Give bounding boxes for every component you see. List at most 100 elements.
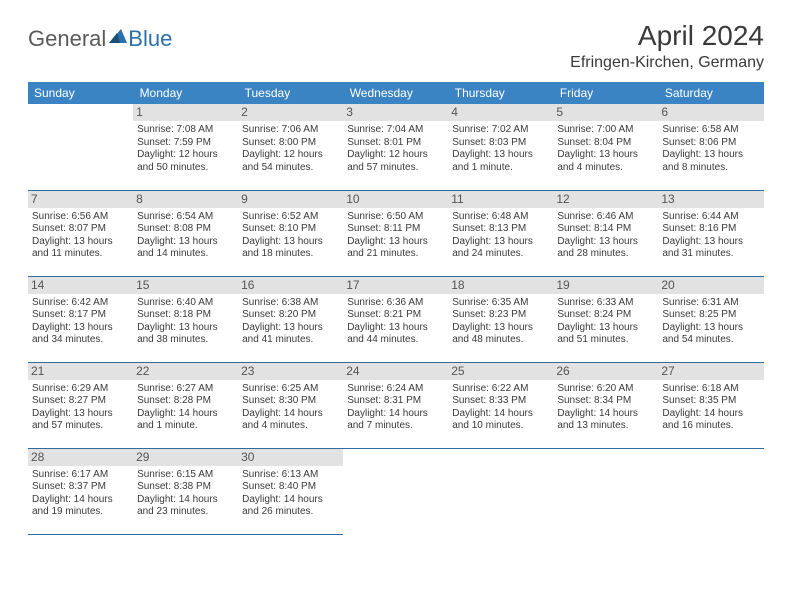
day-number: 15 <box>133 277 238 294</box>
daylight-line: Daylight: 14 hours and 7 minutes. <box>347 408 444 433</box>
calendar-cell: 10Sunrise: 6:50 AMSunset: 8:11 PMDayligh… <box>343 190 448 276</box>
sunset-line: Sunset: 8:18 PM <box>137 309 234 322</box>
daylight-line: Daylight: 13 hours and 54 minutes. <box>662 322 759 347</box>
weekday-header: Thursday <box>448 82 553 104</box>
calendar-row: 28Sunrise: 6:17 AMSunset: 8:37 PMDayligh… <box>28 448 764 534</box>
daylight-line: Daylight: 13 hours and 51 minutes. <box>557 322 654 347</box>
sunrise-line: Sunrise: 6:40 AM <box>137 297 234 310</box>
sunset-line: Sunset: 8:38 PM <box>137 481 234 494</box>
weekday-header: Sunday <box>28 82 133 104</box>
day-number: 27 <box>658 363 763 380</box>
calendar-cell: 13Sunrise: 6:44 AMSunset: 8:16 PMDayligh… <box>658 190 763 276</box>
sunrise-line: Sunrise: 6:44 AM <box>662 211 759 224</box>
day-number: 30 <box>238 449 343 466</box>
calendar-table: SundayMondayTuesdayWednesdayThursdayFrid… <box>28 82 764 535</box>
daylight-line: Daylight: 13 hours and 34 minutes. <box>32 322 129 347</box>
day-number: 23 <box>238 363 343 380</box>
sunrise-line: Sunrise: 6:36 AM <box>347 297 444 310</box>
sunset-line: Sunset: 8:08 PM <box>137 223 234 236</box>
sunset-line: Sunset: 8:23 PM <box>452 309 549 322</box>
calendar-cell: 18Sunrise: 6:35 AMSunset: 8:23 PMDayligh… <box>448 276 553 362</box>
daylight-line: Daylight: 13 hours and 4 minutes. <box>557 149 654 174</box>
sunset-line: Sunset: 8:03 PM <box>452 137 549 150</box>
calendar-cell: 19Sunrise: 6:33 AMSunset: 8:24 PMDayligh… <box>553 276 658 362</box>
sunset-line: Sunset: 8:07 PM <box>32 223 129 236</box>
calendar-cell: 17Sunrise: 6:36 AMSunset: 8:21 PMDayligh… <box>343 276 448 362</box>
daylight-line: Daylight: 12 hours and 57 minutes. <box>347 149 444 174</box>
sunset-line: Sunset: 8:35 PM <box>662 395 759 408</box>
sunset-line: Sunset: 8:13 PM <box>452 223 549 236</box>
sunrise-line: Sunrise: 6:38 AM <box>242 297 339 310</box>
day-number: 14 <box>28 277 133 294</box>
sunrise-line: Sunrise: 6:50 AM <box>347 211 444 224</box>
sunset-line: Sunset: 8:24 PM <box>557 309 654 322</box>
day-number: 4 <box>448 104 553 121</box>
calendar-cell: 16Sunrise: 6:38 AMSunset: 8:20 PMDayligh… <box>238 276 343 362</box>
sunset-line: Sunset: 8:27 PM <box>32 395 129 408</box>
sunrise-line: Sunrise: 6:24 AM <box>347 383 444 396</box>
sunrise-line: Sunrise: 6:46 AM <box>557 211 654 224</box>
sunrise-line: Sunrise: 6:20 AM <box>557 383 654 396</box>
sunrise-line: Sunrise: 7:06 AM <box>242 124 339 137</box>
sunset-line: Sunset: 8:01 PM <box>347 137 444 150</box>
calendar-cell: 26 Sunrise: 6:20 AMSunset: 8:34 PMDayligh… <box>553 362 658 448</box>
calendar-cell: 6Sunrise: 6:58 AMSunset: 8:06 PMDaylight… <box>658 104 763 190</box>
daylight-line: Daylight: 13 hours and 57 minutes. <box>32 408 129 433</box>
weekday-header: Tuesday <box>238 82 343 104</box>
day-number: 20 <box>658 277 763 294</box>
sunset-line: Sunset: 8:34 PM <box>557 395 654 408</box>
sunrise-line: Sunrise: 6:29 AM <box>32 383 129 396</box>
sunset-line: Sunset: 8:11 PM <box>347 223 444 236</box>
sunrise-line: Sunrise: 6:52 AM <box>242 211 339 224</box>
calendar-body: 1Sunrise: 7:08 AMSunset: 7:59 PMDaylight… <box>28 104 764 534</box>
calendar-cell: 5Sunrise: 7:00 AMSunset: 8:04 PMDaylight… <box>553 104 658 190</box>
calendar-cell: 21Sunrise: 6:29 AMSunset: 8:27 PMDayligh… <box>28 362 133 448</box>
weekday-header: Monday <box>133 82 238 104</box>
sunset-line: Sunset: 8:37 PM <box>32 481 129 494</box>
day-number: 24 <box>343 363 448 380</box>
calendar-cell: 1Sunrise: 7:08 AMSunset: 7:59 PMDaylight… <box>133 104 238 190</box>
sunrise-line: Sunrise: 6:25 AM <box>242 383 339 396</box>
sunrise-line: Sunrise: 6:15 AM <box>137 469 234 482</box>
title-block: April 2024 Efringen-Kirchen, Germany <box>570 20 764 72</box>
calendar-cell: 4 Sunrise: 7:02 AMSunset: 8:03 PMDaylight… <box>448 104 553 190</box>
logo-text-blue: Blue <box>128 26 172 52</box>
sunrise-line: Sunrise: 7:02 AM <box>452 124 549 137</box>
daylight-line: Daylight: 14 hours and 10 minutes. <box>452 408 549 433</box>
day-number: 7 <box>28 191 133 208</box>
calendar-cell-empty <box>448 448 553 534</box>
daylight-line: Daylight: 13 hours and 41 minutes. <box>242 322 339 347</box>
calendar-cell: 2Sunrise: 7:06 AMSunset: 8:00 PMDaylight… <box>238 104 343 190</box>
daylight-line: Daylight: 13 hours and 1 minute. <box>452 149 549 174</box>
calendar-cell: 27Sunrise: 6:18 AMSunset: 8:35 PMDayligh… <box>658 362 763 448</box>
sunset-line: Sunset: 8:17 PM <box>32 309 129 322</box>
weekday-header: Saturday <box>658 82 763 104</box>
weekday-header: Friday <box>553 82 658 104</box>
daylight-line: Daylight: 13 hours and 21 minutes. <box>347 236 444 261</box>
calendar-cell: 3Sunrise: 7:04 AMSunset: 8:01 PMDaylight… <box>343 104 448 190</box>
daylight-line: Daylight: 14 hours and 13 minutes. <box>557 408 654 433</box>
sunset-line: Sunset: 8:31 PM <box>347 395 444 408</box>
calendar-cell-empty <box>658 448 763 534</box>
day-number: 2 <box>238 104 343 121</box>
day-number: 25 <box>448 363 553 380</box>
daylight-line: Daylight: 13 hours and 38 minutes. <box>137 322 234 347</box>
sunrise-line: Sunrise: 6:18 AM <box>662 383 759 396</box>
daylight-line: Daylight: 14 hours and 4 minutes. <box>242 408 339 433</box>
calendar-cell: 25Sunrise: 6:22 AMSunset: 8:33 PMDayligh… <box>448 362 553 448</box>
calendar-cell: 24 Sunrise: 6:24 AMSunset: 8:31 PMDayligh… <box>343 362 448 448</box>
day-number: 11 <box>448 191 553 208</box>
calendar-cell: 12Sunrise: 6:46 AMSunset: 8:14 PMDayligh… <box>553 190 658 276</box>
sunrise-line: Sunrise: 6:48 AM <box>452 211 549 224</box>
daylight-line: Daylight: 14 hours and 1 minute. <box>137 408 234 433</box>
daylight-line: Daylight: 14 hours and 23 minutes. <box>137 494 234 519</box>
sunset-line: Sunset: 8:28 PM <box>137 395 234 408</box>
logo: General Blue <box>28 26 172 52</box>
sunset-line: Sunset: 8:25 PM <box>662 309 759 322</box>
sunrise-line: Sunrise: 6:33 AM <box>557 297 654 310</box>
sunrise-line: Sunrise: 6:31 AM <box>662 297 759 310</box>
day-number: 26 <box>553 363 658 380</box>
logo-text-general: General <box>28 26 106 52</box>
sunset-line: Sunset: 8:21 PM <box>347 309 444 322</box>
day-number: 28 <box>28 449 133 466</box>
